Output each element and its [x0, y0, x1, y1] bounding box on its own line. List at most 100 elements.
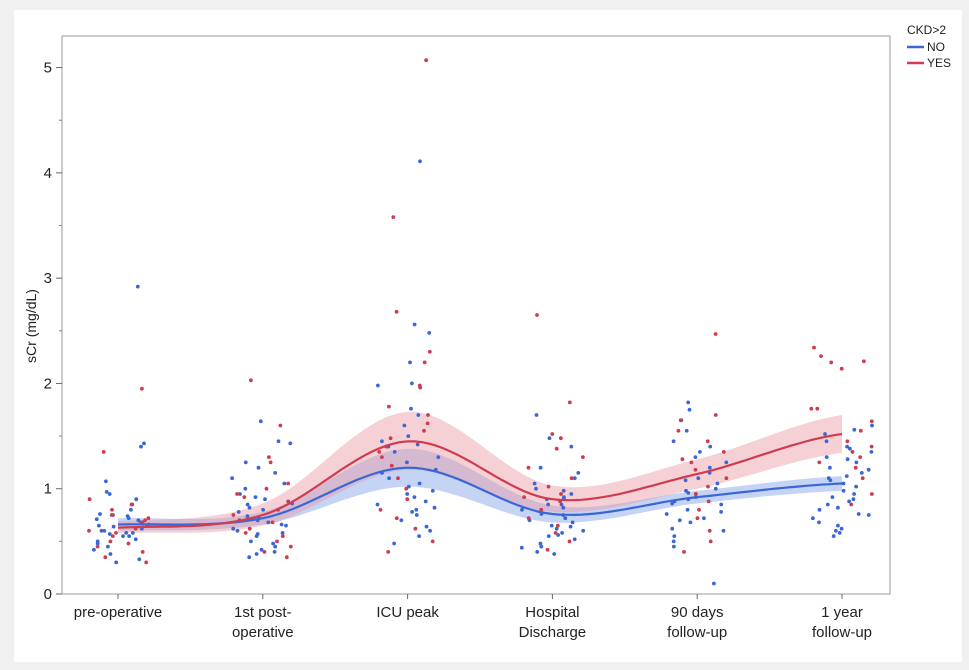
point-no [114, 560, 119, 565]
point-yes [682, 550, 686, 554]
point-no [121, 534, 125, 538]
point-no [231, 526, 236, 531]
point-yes [539, 507, 544, 512]
point-no [547, 436, 552, 441]
point-yes [567, 400, 572, 405]
point-no [708, 444, 713, 449]
chart-frame: 0 1 2 3 4 5 pre-operative 1st post-operative IC… [14, 10, 962, 662]
point-no [702, 516, 706, 521]
point-no [272, 550, 277, 554]
point-yes [705, 439, 710, 444]
point-yes [108, 539, 113, 544]
point-no [230, 476, 235, 481]
point-no [129, 507, 133, 512]
point-no [288, 441, 293, 446]
point-no [104, 479, 108, 484]
point-yes [430, 539, 435, 544]
point-no [259, 547, 264, 552]
point-yes [264, 486, 269, 491]
point-no [406, 434, 411, 438]
point-yes [418, 385, 423, 390]
plot-area [61, 35, 891, 595]
x-category-label: 90 days follow-up [667, 604, 727, 641]
point-no [235, 528, 240, 533]
chart-svg: 0 1 2 3 4 5 pre-operative 1st post-operative IC… [23, 23, 951, 641]
point-no [845, 444, 849, 449]
point-yes [713, 332, 718, 336]
point-yes [708, 539, 713, 544]
point-no [399, 518, 404, 523]
point-no [519, 545, 524, 550]
point-yes [581, 455, 585, 459]
point-no [572, 476, 577, 481]
point-yes [862, 359, 866, 364]
point-yes [109, 513, 114, 517]
point-yes [545, 547, 550, 552]
point-yes [678, 418, 683, 423]
point-no [139, 444, 143, 449]
point-yes [567, 539, 572, 544]
point-yes [550, 432, 555, 436]
point-no [698, 450, 702, 454]
point-no [569, 492, 574, 496]
y-tick-label: 5 [44, 60, 52, 77]
point-no [375, 502, 380, 507]
y-tick-label: 3 [44, 270, 52, 287]
point-yes [422, 360, 427, 365]
point-yes [724, 476, 729, 481]
point-no [572, 537, 577, 542]
y-tick-label: 1 [44, 481, 52, 498]
point-yes [144, 560, 149, 565]
point-no [670, 501, 674, 506]
point-yes [829, 360, 834, 365]
point-no [133, 537, 138, 542]
point-yes [559, 436, 563, 441]
point-no [834, 528, 838, 533]
point-no [104, 490, 109, 494]
point-yes [860, 476, 865, 481]
point-no [696, 476, 701, 481]
point-no [402, 423, 407, 428]
point-yes [707, 528, 712, 533]
point-no [417, 481, 422, 486]
point-no [683, 478, 688, 483]
point-no [406, 484, 411, 489]
point-no [532, 481, 537, 486]
point-no [837, 531, 842, 535]
point-no [719, 502, 724, 507]
point-yes [243, 531, 248, 535]
x-category-label: ICU peak [376, 604, 439, 621]
point-yes [693, 492, 698, 496]
point-yes [559, 492, 563, 496]
point-no [387, 476, 391, 481]
point-yes [680, 457, 685, 462]
point-no [851, 497, 856, 502]
point-yes [695, 516, 700, 521]
point-yes [394, 516, 399, 521]
point-no [414, 513, 419, 517]
point-no [405, 460, 409, 465]
point-no [280, 531, 285, 535]
legend-label-no: NO [927, 40, 945, 54]
point-no [124, 531, 129, 535]
point-no [560, 531, 564, 535]
point-no [392, 450, 397, 454]
point-no [724, 460, 729, 465]
point-no [102, 528, 107, 533]
point-no [255, 532, 260, 536]
point-yes [380, 455, 384, 459]
point-no [830, 495, 835, 499]
point-yes [850, 450, 855, 454]
point-no [854, 460, 859, 465]
point-yes [391, 215, 396, 220]
point-yes [231, 513, 236, 517]
point-no [415, 442, 420, 447]
point-yes [422, 428, 426, 433]
point-no [97, 523, 101, 528]
point-no [712, 581, 716, 586]
point-no [549, 523, 554, 528]
point-yes [693, 467, 698, 472]
point-no [859, 471, 864, 475]
point-no [424, 524, 429, 529]
point-no [687, 407, 692, 412]
